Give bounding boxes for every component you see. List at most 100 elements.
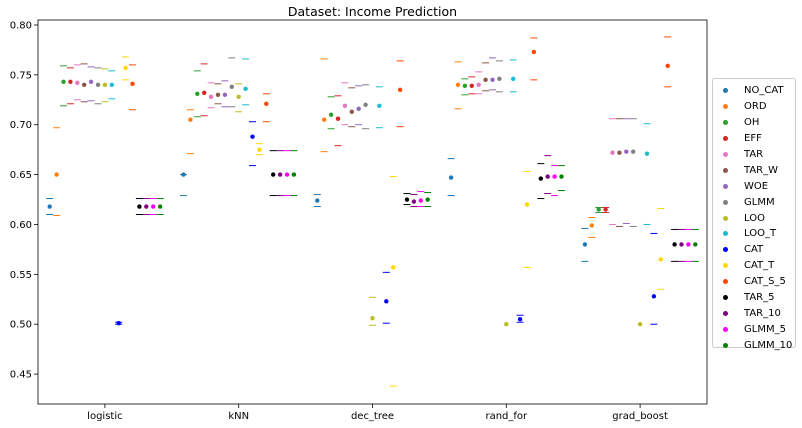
data-point xyxy=(469,83,474,89)
legend-entry: ORD xyxy=(719,99,795,115)
legend-label: GLMM_5 xyxy=(744,323,786,335)
data-point xyxy=(391,265,396,270)
legend-marker xyxy=(723,152,728,157)
x-tick-label: grad_boost xyxy=(612,411,668,422)
data-point xyxy=(455,82,461,88)
legend-label: NO_CAT xyxy=(744,85,784,97)
legend-marker xyxy=(723,215,728,221)
data-point xyxy=(679,242,684,247)
data-point xyxy=(603,207,608,212)
legend-label: EFF xyxy=(744,133,762,145)
data-point xyxy=(315,198,320,203)
data-point xyxy=(356,106,361,111)
data-point xyxy=(624,149,629,154)
data-point xyxy=(582,242,588,247)
y-tick-label: 0.65 xyxy=(10,170,32,181)
data-point xyxy=(404,197,410,202)
data-point xyxy=(208,94,214,100)
data-point xyxy=(538,176,543,181)
data-point xyxy=(497,76,502,82)
legend-entry: WOE xyxy=(719,178,795,194)
data-point xyxy=(545,174,550,179)
data-point xyxy=(349,109,354,114)
data-point xyxy=(271,172,276,177)
legend-marker xyxy=(723,136,728,142)
data-point xyxy=(665,63,670,69)
data-point xyxy=(483,77,488,83)
data-point xyxy=(617,150,622,155)
data-point xyxy=(137,204,142,209)
legend-entry: TAR xyxy=(719,147,795,163)
data-point xyxy=(596,207,601,212)
data-point xyxy=(277,172,283,177)
data-point xyxy=(610,150,615,155)
y-tick-label: 0.55 xyxy=(10,270,32,281)
data-point xyxy=(462,83,468,89)
data-point xyxy=(243,86,248,92)
data-point xyxy=(448,175,454,180)
data-point xyxy=(109,82,115,88)
y-tick-label: 0.75 xyxy=(10,70,32,81)
y-tick-label: 0.80 xyxy=(10,20,32,31)
data-point xyxy=(631,149,636,154)
data-point xyxy=(658,257,663,262)
legend-marker xyxy=(723,279,728,285)
data-point xyxy=(335,116,341,121)
legend-entry: OH xyxy=(719,115,795,131)
data-point xyxy=(202,90,207,96)
legend-entry: TAR_5 xyxy=(719,290,795,306)
data-point xyxy=(504,322,509,327)
data-point xyxy=(490,77,495,83)
data-point xyxy=(222,92,228,98)
x-tick-label: rand_for xyxy=(485,411,528,422)
legend-label: CAT_S_5 xyxy=(744,276,786,288)
legend-label: LOO_T xyxy=(744,228,777,240)
legend-marker xyxy=(723,199,728,205)
legend-marker xyxy=(723,247,728,253)
legend-label: CAT xyxy=(744,244,764,256)
y-tick-label: 0.50 xyxy=(10,320,32,331)
legend-label: ORD xyxy=(744,101,767,113)
legend-label: GLMM_10 xyxy=(744,339,793,351)
data-point xyxy=(195,91,200,97)
data-point xyxy=(130,81,135,87)
y-tick-label: 0.60 xyxy=(10,220,32,231)
legend-entry: GLMM xyxy=(719,194,795,210)
data-point xyxy=(686,242,691,247)
legend-marker xyxy=(723,104,728,110)
data-point xyxy=(693,242,698,247)
data-point xyxy=(123,65,128,71)
chart-marks xyxy=(46,36,699,387)
y-tick-label: 0.70 xyxy=(10,120,32,131)
legend-entry: NO_CAT xyxy=(719,83,795,99)
legend-entry: TAR_10 xyxy=(719,305,795,321)
legend-entry: CAT_T xyxy=(719,258,795,274)
legend-marker xyxy=(723,295,728,301)
data-point xyxy=(116,321,121,326)
legend-marker xyxy=(723,231,728,237)
data-point xyxy=(61,79,66,85)
chart-legend: NO_CAT ORD OH EFF TAR TAR_W WOE GLMM LOO LOO_T CAT… xyxy=(712,78,796,351)
data-point xyxy=(342,103,348,108)
legend-marker xyxy=(723,263,728,269)
legend-label: LOO xyxy=(744,212,765,224)
data-point xyxy=(188,117,193,122)
data-point xyxy=(151,204,156,209)
data-point xyxy=(157,204,163,209)
legend-label: CAT_T xyxy=(744,260,775,272)
legend-label: TAR_W xyxy=(744,164,779,176)
data-point xyxy=(236,94,241,100)
legend-marker xyxy=(723,183,728,189)
legend-marker xyxy=(723,167,728,173)
legend-marker xyxy=(723,326,728,332)
data-point xyxy=(559,174,564,179)
data-point xyxy=(637,322,643,327)
data-point xyxy=(102,82,108,88)
legend-entry: GLMM_5 xyxy=(719,321,795,337)
data-point xyxy=(257,147,262,152)
y-tick-label: 0.45 xyxy=(10,370,32,381)
data-point xyxy=(517,317,523,322)
data-point xyxy=(377,103,382,108)
data-point xyxy=(384,299,389,304)
